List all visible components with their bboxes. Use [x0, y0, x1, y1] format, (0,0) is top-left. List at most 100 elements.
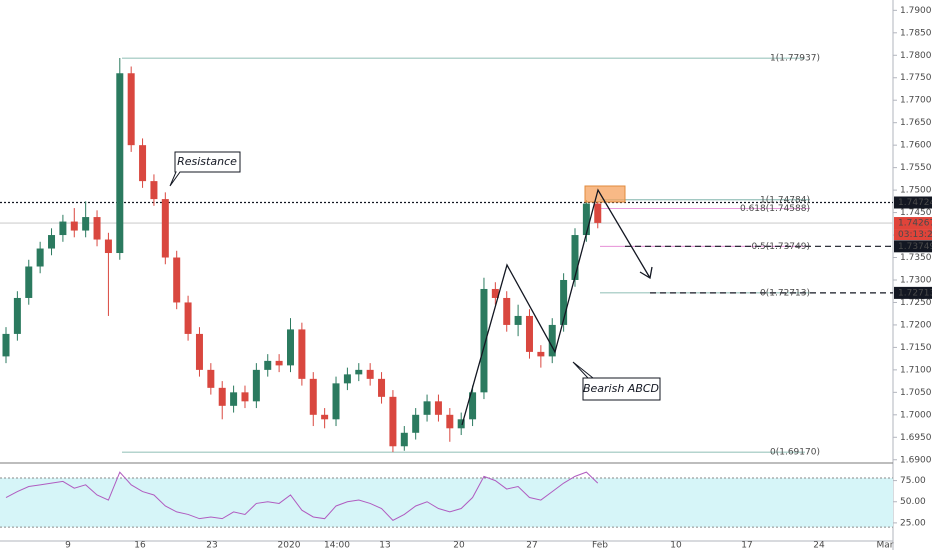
y-tick-label: 1.75500 — [900, 163, 932, 173]
candle-body — [343, 374, 351, 384]
y-tick-label: 1.70500 — [900, 388, 932, 398]
candle-body — [36, 248, 44, 267]
x-tick-label: 27 — [526, 541, 537, 551]
candle-body — [218, 387, 226, 406]
y-tick-label: 1.78500 — [900, 28, 932, 38]
fib-label: 0.618(1.74588) — [740, 204, 810, 214]
abcd-pattern — [461, 188, 651, 426]
candle-body — [230, 392, 238, 406]
candle-body — [537, 351, 545, 357]
x-tick-label: 14:00 — [324, 541, 350, 551]
y-tick-label: 50.00 — [900, 497, 926, 507]
y-tick-label: 1.76500 — [900, 118, 932, 128]
y-tick-label: 1.73500 — [900, 253, 932, 263]
x-tick-label: 10 — [670, 541, 682, 551]
x-tick-label: 13 — [379, 541, 390, 551]
candle-body — [298, 329, 306, 379]
y-tick-label: 1.69500 — [900, 433, 932, 443]
price-label: 1.72713 — [898, 288, 932, 298]
candle-body — [446, 414, 454, 429]
arrow-head — [639, 266, 653, 280]
x-tick-label: 9 — [65, 541, 71, 551]
candle-body — [207, 369, 215, 388]
candle-body — [150, 181, 158, 200]
y-tick-label: 1.71500 — [900, 343, 932, 353]
candle-body — [434, 401, 442, 415]
candle-body — [116, 73, 124, 254]
annotation: Bearish ABCD — [583, 382, 659, 395]
x-tick-label: 20 — [453, 541, 465, 551]
candle-body — [184, 302, 192, 334]
x-tick-label: Mar — [877, 541, 894, 551]
callout-box — [572, 361, 661, 401]
price-label-bg — [894, 286, 932, 299]
y-tick-label: 1.74500 — [900, 208, 932, 218]
candle-body — [241, 392, 249, 402]
candle-body — [104, 239, 112, 254]
candle-body — [264, 360, 272, 370]
y-tick-label: 1.69000 — [900, 455, 932, 465]
rsi-line — [5, 471, 599, 521]
candle-body — [378, 378, 386, 397]
y-tick-label: 1.77500 — [900, 73, 932, 83]
y-tick-label: 1.76000 — [900, 141, 932, 151]
y-tick-label: 1.75000 — [900, 186, 932, 196]
candle-body — [480, 288, 488, 393]
fib-label: 1(1.77937) — [770, 54, 820, 64]
candle-body — [309, 378, 317, 415]
candle-body — [70, 221, 78, 231]
candle-body — [412, 414, 420, 433]
x-tick-label: 16 — [134, 541, 146, 551]
candle-body — [594, 203, 602, 223]
fib-label: 1(1.74784) — [760, 195, 810, 205]
candle-body — [82, 217, 90, 231]
candle-body — [287, 329, 294, 366]
price-label-bg — [894, 217, 932, 230]
candle-body — [332, 383, 340, 420]
candle-body — [321, 414, 329, 420]
y-tick-label: 1.72000 — [900, 320, 932, 330]
y-tick-label: 75.00 — [900, 476, 926, 486]
candle-body — [59, 221, 67, 236]
candle-body — [13, 297, 21, 334]
candle-body — [127, 73, 135, 146]
price-label: 1.74267 — [898, 219, 932, 229]
x-tick-label: 23 — [206, 541, 217, 551]
annotation: Resistance — [177, 155, 237, 168]
candle-body — [525, 315, 533, 352]
candle-body — [582, 203, 590, 236]
price-label-bg — [894, 240, 932, 253]
y-tick-label: 1.79000 — [900, 6, 932, 16]
candle-body — [93, 217, 101, 240]
candle-body — [423, 401, 431, 415]
candle-body — [503, 297, 511, 325]
x-tick-label: 24 — [813, 541, 825, 551]
price-label-bg — [894, 196, 932, 209]
candle-body — [195, 333, 203, 370]
candle-body — [48, 235, 56, 249]
fib-label: 0(1.72713) — [760, 288, 810, 298]
plot-layer — [0, 9, 897, 528]
candle-body — [400, 432, 408, 447]
candle-body — [514, 315, 522, 325]
countdown-bg — [894, 229, 932, 241]
fib-label: 0.5(1.73749) — [751, 242, 810, 252]
candle-body — [469, 392, 477, 420]
candle-body — [560, 279, 568, 325]
y-tick-label: 1.78000 — [900, 51, 932, 61]
y-tick-label: 1.71000 — [900, 365, 932, 375]
price-label: 1.74724 — [898, 198, 932, 208]
candle-body — [2, 333, 10, 357]
rsi-band — [0, 478, 893, 528]
candle-body — [252, 369, 260, 402]
price-label: 1.73749 — [898, 242, 932, 252]
y-tick-label: 1.70000 — [900, 410, 932, 420]
y-tick-label: 1.72500 — [900, 298, 932, 308]
y-tick-label: 1.77000 — [900, 96, 932, 106]
candle-body — [389, 396, 397, 447]
candle-body — [491, 288, 499, 298]
highlight-box — [584, 185, 626, 203]
candle-body — [139, 145, 147, 182]
